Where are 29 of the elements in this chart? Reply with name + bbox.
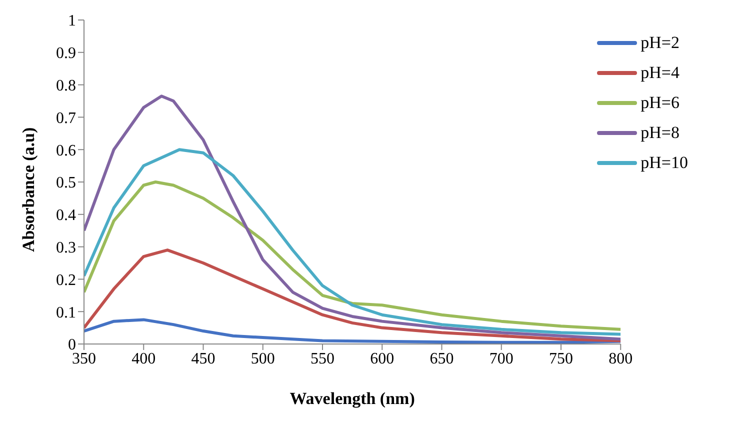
legend-label: pH=2 — [640, 32, 680, 54]
y-tick-label: 0.7 — [56, 110, 76, 127]
x-tick-label: 500 — [250, 350, 275, 368]
legend-label: pH=6 — [640, 92, 680, 114]
y-tick-label: 0.2 — [56, 272, 76, 289]
legend-label: pH=10 — [640, 152, 688, 174]
x-tick-label: 450 — [191, 350, 216, 368]
x-tick-label: 550 — [310, 350, 334, 368]
x-tick-label: 650 — [430, 350, 454, 368]
y-tick-label: 0.5 — [56, 174, 76, 192]
line-series — [84, 180, 621, 331]
legend-label: pH=4 — [640, 62, 680, 84]
line-series — [84, 148, 621, 336]
y-axis-title: Absorbance (a.u) — [19, 127, 38, 252]
x-tick-label: 750 — [549, 350, 573, 368]
y-tick-label: 0.6 — [56, 142, 76, 160]
x-tick-label: 600 — [370, 350, 394, 368]
line-series — [84, 94, 621, 341]
y-tick-label: 0.8 — [56, 77, 76, 94]
y-tick-label: 0.3 — [56, 239, 76, 256]
x-axis-title: Wavelength (nm) — [290, 389, 415, 408]
y-tick-label: 0.9 — [56, 45, 76, 62]
x-tick-label: 400 — [132, 350, 156, 368]
x-tick-label: 800 — [608, 350, 633, 368]
x-tick-label: 700 — [489, 350, 514, 368]
y-tick-label: 0.1 — [56, 304, 76, 322]
y-tick-label: 1 — [68, 12, 76, 30]
y-tick-label: 0.4 — [56, 207, 76, 224]
legend-label: pH=8 — [640, 122, 680, 144]
